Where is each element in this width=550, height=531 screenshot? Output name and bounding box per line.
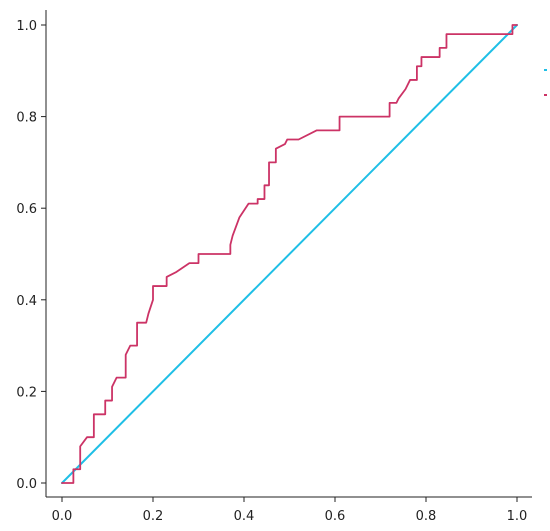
x-tick-label: 0.0 xyxy=(52,509,73,524)
y-tick-label: 0.8 xyxy=(16,111,37,126)
y-tick-label: 0.4 xyxy=(16,294,37,309)
x-tick-label: 1.0 xyxy=(507,509,528,524)
y-tick-label: 0.0 xyxy=(16,477,37,492)
y-tick-label: 0.6 xyxy=(16,202,37,217)
x-tick-label: 0.4 xyxy=(234,509,255,524)
plot-series xyxy=(61,24,518,484)
roc-curve-line xyxy=(61,24,518,484)
axes xyxy=(45,10,532,498)
legend xyxy=(544,69,547,96)
axis-ticks: 0.0 0.2 0.4 0.6 0.8 1.0 0.0 0.2 0.4 0.6 0.8 1.0 xyxy=(16,19,527,524)
reference-line xyxy=(61,24,518,484)
y-tick-label: 1.0 xyxy=(16,19,37,34)
x-tick-label: 0.6 xyxy=(325,509,346,524)
x-tick-label: 0.2 xyxy=(143,509,164,524)
x-tick-label: 0.8 xyxy=(416,509,437,524)
y-tick-label: 0.2 xyxy=(16,385,37,400)
